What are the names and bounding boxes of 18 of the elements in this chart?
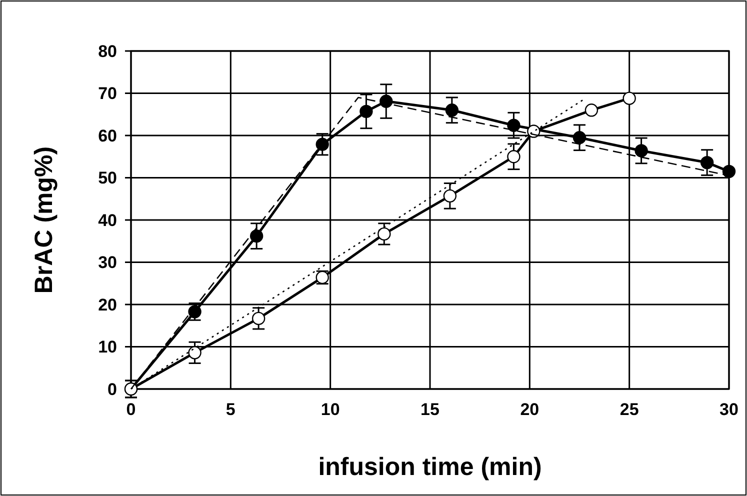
x-axis-title: infusion time (min) (318, 453, 542, 481)
y-tick-label: 0 (108, 380, 117, 399)
x-tick-label: 20 (520, 400, 540, 419)
x-tick-label: 30 (720, 400, 738, 419)
x-tick-label: 10 (320, 400, 340, 419)
y-tick-label: 70 (98, 84, 117, 104)
x-tick-label: 25 (620, 400, 639, 419)
y-tick-label: 40 (98, 210, 117, 230)
y-tick-label: 20 (98, 295, 117, 314)
y-axis-title: BrAC (mg%) (30, 146, 58, 294)
y-tick-label: 50 (98, 168, 117, 188)
y-tick-label: 30 (98, 253, 117, 272)
x-tick-label: 5 (226, 400, 236, 419)
y-tick-label: 60 (98, 126, 117, 146)
x-tick-label: 15 (420, 400, 440, 419)
y-tick-label: 10 (98, 338, 117, 357)
y-tick-label: 80 (98, 42, 117, 61)
x-tick-label: 0 (126, 400, 136, 419)
